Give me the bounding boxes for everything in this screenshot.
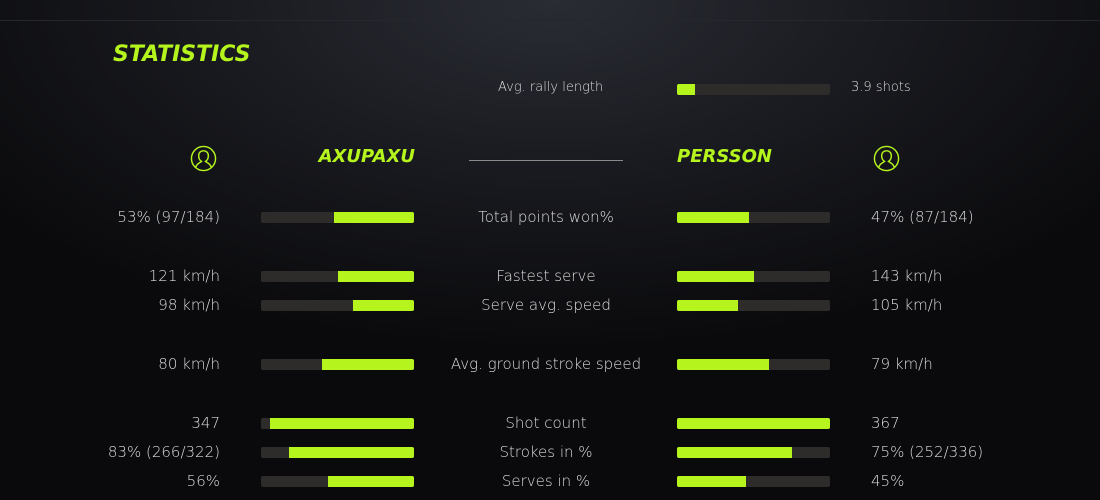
stat-label: Avg. ground stroke speed xyxy=(450,355,642,373)
player-left-name: AXUPAXU xyxy=(318,146,415,167)
stat-right-value: 75% (252/336) xyxy=(871,443,984,461)
stat-left-bar-fill xyxy=(334,212,414,223)
user-avatar-icon xyxy=(190,145,217,172)
page-title: STATISTICS xyxy=(113,42,251,67)
rally-label: Avg. rally length xyxy=(498,80,604,95)
stat-right-bar xyxy=(677,447,830,458)
stat-left-bar xyxy=(261,476,414,487)
stat-left-bar xyxy=(261,271,414,282)
stat-label: Fastest serve xyxy=(496,267,596,285)
stat-right-bar-fill xyxy=(677,359,769,370)
center-divider xyxy=(469,160,623,161)
stat-label: Strokes in % xyxy=(499,443,593,461)
stat-right-bar xyxy=(677,418,830,429)
user-avatar-icon xyxy=(873,145,900,172)
stat-label: Serves in % xyxy=(501,472,591,490)
stat-right-bar-fill xyxy=(677,300,739,311)
stat-right-bar-fill xyxy=(677,447,792,458)
stat-left-value: 347 xyxy=(191,414,220,432)
rally-bar xyxy=(677,84,830,95)
stat-left-value: 83% (266/322) xyxy=(107,443,220,461)
stat-left-bar-fill xyxy=(288,447,414,458)
stat-right-value: 45% xyxy=(871,472,905,490)
stat-right-bar-fill xyxy=(677,271,754,282)
stat-left-value: 53% (97/184) xyxy=(117,208,220,226)
stat-left-bar-fill xyxy=(270,418,414,429)
stat-right-bar xyxy=(677,476,830,487)
stat-label: Total points won% xyxy=(478,208,614,226)
stat-left-bar xyxy=(261,447,414,458)
rally-bar-fill xyxy=(677,84,696,95)
player-right-name: PERSSON xyxy=(677,146,773,167)
stat-left-bar-fill xyxy=(337,271,414,282)
stat-left-value: 56% xyxy=(186,472,220,490)
stat-left-value: 98 km/h xyxy=(158,296,220,314)
stat-left-bar-fill xyxy=(322,359,414,370)
stat-right-bar xyxy=(677,271,830,282)
stat-left-bar-fill xyxy=(352,300,414,311)
stat-left-value: 80 km/h xyxy=(158,355,220,373)
stat-right-value: 105 km/h xyxy=(871,296,943,314)
stat-right-value: 143 km/h xyxy=(871,267,943,285)
top-divider xyxy=(0,20,1100,21)
stat-left-bar xyxy=(261,418,414,429)
stat-left-bar xyxy=(261,212,414,223)
stat-right-bar xyxy=(677,359,830,370)
stat-right-bar-fill xyxy=(677,418,830,429)
stat-left-bar-fill xyxy=(328,476,414,487)
stat-left-value: 121 km/h xyxy=(148,267,220,285)
stat-label: Serve avg. speed xyxy=(481,296,611,314)
stat-right-value: 79 km/h xyxy=(871,355,933,373)
rally-value: 3.9 shots xyxy=(851,80,911,95)
stat-right-value: 367 xyxy=(871,414,900,432)
stat-left-bar xyxy=(261,359,414,370)
stat-left-bar xyxy=(261,300,414,311)
stat-label: Shot count xyxy=(505,414,587,432)
stat-right-bar xyxy=(677,300,830,311)
stat-right-bar-fill xyxy=(677,476,746,487)
stat-right-value: 47% (87/184) xyxy=(871,208,974,226)
stat-right-bar-fill xyxy=(677,212,749,223)
stat-right-bar xyxy=(677,212,830,223)
